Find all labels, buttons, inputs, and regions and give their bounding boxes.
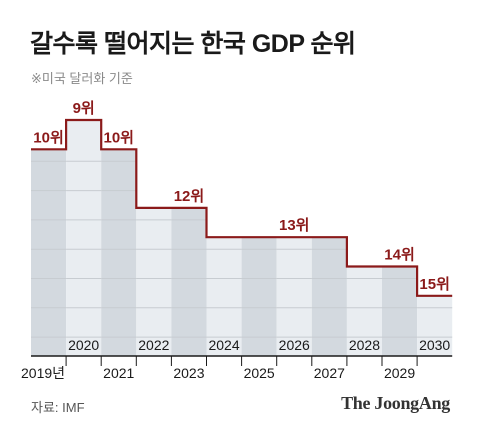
- rank-label-2019: 10위: [33, 129, 64, 146]
- x-tick-label-top: 2030: [419, 337, 450, 353]
- rank-column-2022: [136, 207, 172, 356]
- rank-column-2029: [382, 266, 418, 356]
- x-tick-label-top: 2022: [138, 337, 169, 353]
- chart-subtitle: ※미국 달러화 기준: [31, 71, 133, 86]
- x-tick-label-bottom: 2025: [244, 365, 275, 381]
- source-note: 자료: IMF: [31, 400, 85, 415]
- rank-column-2030: [417, 295, 453, 356]
- rank-label-2030: 15위: [419, 276, 450, 293]
- x-tick-label-bottom: 2019년: [21, 365, 65, 381]
- rank-column-2020: [66, 120, 102, 356]
- x-tick-label-bottom: 2021: [103, 365, 134, 381]
- x-tick-label-top: 2024: [208, 337, 239, 353]
- rank-column-2021: [101, 149, 137, 356]
- x-tick-label-bottom: 2027: [314, 365, 345, 381]
- rank-label-2021: 10위: [104, 129, 135, 146]
- rank-column-2024: [206, 237, 242, 356]
- x-tick-label-top: 2028: [349, 337, 380, 353]
- x-tick-label-top: 2020: [68, 337, 99, 353]
- chart-title: 갈수록 떨어지는 한국 GDP 순위: [30, 30, 356, 58]
- rank-label-2026: 13위: [279, 217, 310, 234]
- x-tick-label-bottom: 2023: [173, 365, 204, 381]
- rank-label-2029: 14위: [384, 247, 415, 264]
- x-tick-label-top: 2026: [279, 337, 310, 353]
- rank-column-2027: [311, 237, 347, 356]
- rank-label-2020: 9위: [73, 100, 95, 117]
- brand-logo: The JoongAng: [341, 393, 450, 413]
- rank-label-2023: 12위: [174, 188, 205, 205]
- rank-step-line: [31, 118, 453, 297]
- x-tick-label-bottom: 2029: [384, 365, 415, 381]
- rank-column-2019: [31, 149, 67, 356]
- rank-column-2023: [171, 207, 207, 356]
- rank-column-2026: [276, 237, 312, 356]
- rank-column-2025: [241, 237, 277, 356]
- rank-column-2028: [346, 266, 382, 356]
